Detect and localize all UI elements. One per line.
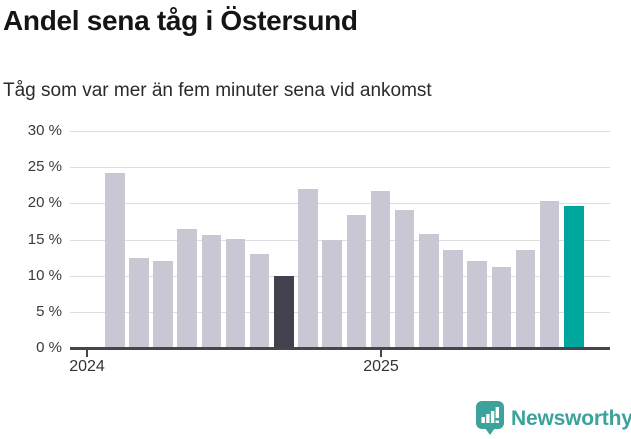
x-axis-tick-label: 2024 xyxy=(69,358,105,375)
x-axis-tick xyxy=(86,350,88,357)
bar xyxy=(467,261,487,348)
bar xyxy=(201,235,222,348)
bar xyxy=(539,201,560,348)
bar xyxy=(225,238,246,348)
chart-subtitle: Tåg som var mer än fem minuter sena vid … xyxy=(3,80,432,101)
y-axis-tick-label: 15 % xyxy=(27,230,62,248)
bar xyxy=(394,209,415,348)
y-axis-tick-label: 0 % xyxy=(36,339,62,356)
y-axis-tick-label: 30 % xyxy=(27,122,62,139)
bar-highlight-dark xyxy=(274,276,294,348)
bar-highlight-teal xyxy=(564,205,584,348)
bar xyxy=(153,261,173,348)
newsworthy-logo-link[interactable]: Newsworthy xyxy=(476,401,631,436)
y-axis-tick-label: 25 % xyxy=(27,158,62,176)
x-axis-line xyxy=(70,347,610,350)
plot-area xyxy=(70,131,610,348)
bar xyxy=(129,258,149,348)
newsworthy-bar-chart-speech-bubble-icon xyxy=(476,401,504,436)
bar xyxy=(322,239,342,348)
bar xyxy=(370,191,391,348)
gridline-30 xyxy=(70,131,610,132)
bar xyxy=(515,250,536,348)
newsworthy-wordmark: Newsworthy xyxy=(511,406,631,430)
bar xyxy=(346,214,367,348)
y-axis-tick-label: 20 % xyxy=(27,194,62,212)
x-axis-tick xyxy=(380,350,382,357)
x-axis-tick-label: 2025 xyxy=(363,358,399,375)
y-axis-tick-label: 10 % xyxy=(27,266,62,284)
bar xyxy=(298,188,318,348)
page-title: Andel sena tåg i Östersund xyxy=(3,5,358,36)
y-axis-tick-label: 5 % xyxy=(36,302,62,320)
bar xyxy=(491,267,512,348)
gridline-20 xyxy=(70,203,610,205)
bar xyxy=(105,172,125,348)
bar xyxy=(443,250,463,348)
bar xyxy=(249,253,270,348)
bar xyxy=(177,228,197,348)
bar xyxy=(419,233,439,348)
gridline-25 xyxy=(70,167,610,169)
